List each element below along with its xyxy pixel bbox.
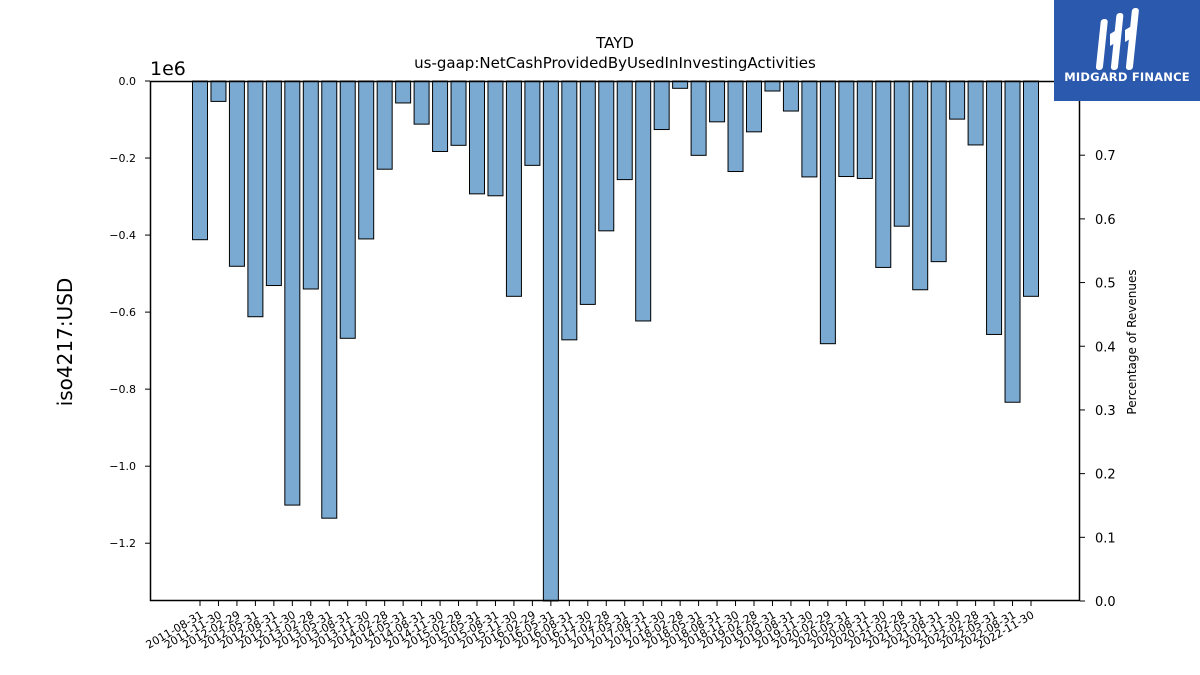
- y-right-tick-label: 0.3: [1095, 404, 1116, 419]
- y-tick-label: −0.8: [109, 383, 136, 396]
- bar: [376, 80, 393, 170]
- y-right-tick-label: 0.4: [1095, 340, 1116, 355]
- bar: [727, 80, 744, 173]
- bar: [930, 80, 947, 263]
- bar: [395, 80, 412, 104]
- left-axis: 0.0 −0.2 −0.4 −0.6 −0.8 −1.0 −1.2: [109, 75, 150, 550]
- bar: [709, 80, 726, 123]
- y-axis-right-label: Percentage of Revenues: [1125, 269, 1139, 414]
- bar: [616, 80, 633, 181]
- bar: [819, 80, 836, 345]
- bar: [912, 80, 929, 291]
- bar: [413, 80, 430, 125]
- y-tick-label: −0.6: [109, 306, 136, 319]
- bar: [801, 80, 818, 178]
- bar: [228, 80, 245, 267]
- bar: [635, 80, 652, 322]
- y-right-tick-label: 0.0: [1095, 595, 1116, 610]
- y-tick-label: −1.0: [109, 460, 136, 473]
- bar: [302, 80, 319, 290]
- y-tick-label: −0.2: [109, 152, 136, 165]
- bar: [893, 80, 910, 227]
- bar: [838, 80, 855, 178]
- bar: [339, 80, 356, 339]
- bars-layer: [192, 80, 1039, 602]
- bar: [746, 80, 762, 133]
- midgard-finance-logo: MIDGARD FINANCE: [1054, 0, 1200, 101]
- bar: [265, 80, 282, 287]
- y-right-tick-label: 0.6: [1095, 213, 1116, 228]
- y-tick-label: −0.4: [109, 229, 136, 242]
- y-right-tick-label: 0.2: [1095, 468, 1116, 483]
- bar: [1023, 80, 1039, 297]
- bar: [1004, 80, 1021, 403]
- bar: [450, 80, 467, 146]
- chart-title: TAYD: [595, 34, 634, 52]
- right-axis: 0.0 0.1 0.2 0.3 0.4 0.5 0.6 0.7: [1080, 149, 1116, 610]
- bar: [487, 80, 504, 197]
- bar: [561, 80, 578, 341]
- bar: [524, 80, 541, 166]
- bar: [856, 80, 873, 179]
- bar: [949, 80, 966, 120]
- bar: [542, 80, 559, 602]
- logo-text: MIDGARD FINANCE: [1064, 70, 1190, 84]
- y-right-tick-label: 0.1: [1095, 531, 1116, 546]
- bar: [469, 80, 485, 195]
- bar: [192, 80, 208, 241]
- midgard-logo-icon: [1095, 8, 1139, 70]
- bar: [358, 80, 375, 240]
- bar: [432, 80, 449, 152]
- y-tick-label: 0.0: [119, 75, 137, 88]
- bar: [598, 80, 615, 232]
- bar: [210, 80, 227, 102]
- bar: [690, 80, 707, 156]
- bar: [579, 80, 596, 305]
- y-right-tick-label: 0.5: [1095, 277, 1116, 292]
- bar: [875, 80, 892, 268]
- bar: [653, 80, 670, 131]
- plot-frame: [149, 80, 1081, 602]
- bar: [247, 80, 264, 318]
- bar: [764, 80, 781, 92]
- bar: [986, 80, 1003, 335]
- y-tick-label: −1.2: [109, 537, 136, 550]
- bar: [782, 80, 799, 112]
- bar: [505, 80, 522, 297]
- chart-subtitle: us-gaap:NetCashProvidedByUsedInInvesting…: [414, 54, 816, 72]
- bar: [321, 80, 338, 519]
- y-axis-label: iso4217:USD: [53, 278, 77, 407]
- offset-label: 1e6: [150, 58, 186, 80]
- bar: [967, 80, 984, 146]
- bar: [284, 80, 301, 506]
- y-right-tick-label: 0.7: [1095, 149, 1116, 164]
- x-axis: 2011-08-312011-11-302012-02-292012-05-31…: [144, 601, 1037, 652]
